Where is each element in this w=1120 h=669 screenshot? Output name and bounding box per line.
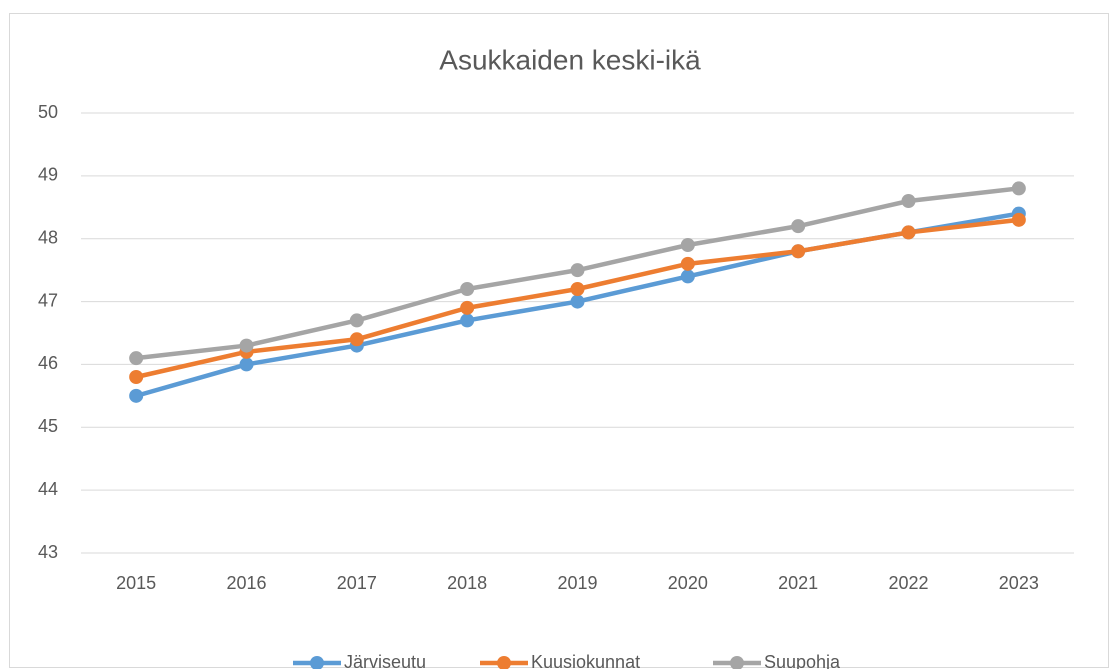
- chart-title: Asukkaiden keski-ikä: [439, 44, 701, 75]
- data-point: [460, 313, 475, 328]
- legend-marker: [730, 656, 744, 669]
- data-point: [680, 238, 695, 252]
- data-point: [349, 313, 364, 328]
- x-tick-label: 2015: [116, 573, 156, 593]
- x-tick-label: 2022: [888, 573, 928, 593]
- legend-label: Kuusiokunnat: [531, 652, 640, 669]
- y-tick-label: 44: [38, 479, 58, 499]
- data-point: [129, 370, 144, 384]
- data-point: [791, 244, 806, 259]
- data-point: [901, 194, 916, 208]
- y-tick-label: 46: [38, 353, 58, 373]
- chart-border: [9, 13, 1109, 668]
- data-point: [680, 256, 695, 271]
- y-tick-label: 50: [38, 102, 58, 122]
- y-tick-label: 43: [38, 542, 58, 562]
- x-tick-label: 2019: [557, 573, 597, 593]
- data-point: [570, 263, 585, 278]
- x-tick-label: 2018: [447, 573, 487, 593]
- data-point: [349, 332, 364, 347]
- legend-marker: [497, 656, 511, 669]
- data-point: [570, 294, 585, 309]
- x-tick-label: 2020: [668, 573, 708, 593]
- legend-label: Suupohja: [764, 652, 841, 669]
- y-tick-label: 49: [38, 165, 58, 185]
- y-tick-label: 48: [38, 227, 58, 247]
- legend-label: Järviseutu: [344, 652, 426, 669]
- y-tick-label: 47: [38, 290, 58, 310]
- data-point: [570, 282, 585, 296]
- x-tick-label: 2017: [337, 573, 377, 593]
- legend-marker: [310, 656, 324, 669]
- data-point: [1011, 181, 1026, 196]
- data-point: [680, 269, 695, 284]
- data-point: [239, 338, 254, 353]
- data-point: [1011, 212, 1026, 227]
- data-point: [460, 282, 475, 296]
- data-point: [460, 300, 475, 315]
- x-tick-label: 2023: [999, 573, 1039, 593]
- data-point: [239, 357, 254, 372]
- y-tick-label: 45: [38, 416, 58, 436]
- data-point: [791, 219, 806, 234]
- data-point: [901, 225, 916, 240]
- data-point: [129, 351, 144, 366]
- x-tick-label: 2016: [226, 573, 266, 593]
- data-point: [129, 388, 144, 403]
- x-tick-label: 2021: [778, 573, 818, 593]
